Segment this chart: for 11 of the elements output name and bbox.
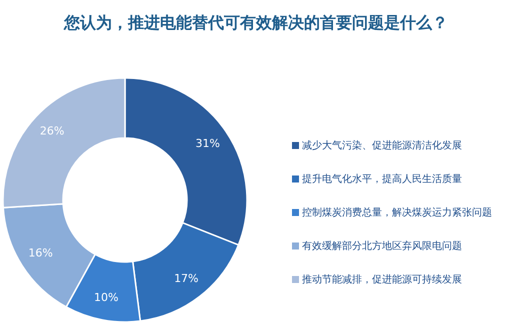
data-label: 26% [40,124,64,138]
data-label: 16% [28,246,53,260]
chart-title: 您认为，推进电能替代可有效解决的首要问题是什么？ [63,13,448,32]
legend-label: 减少大气污染、促进能源清洁化发展 [302,140,462,152]
legend-label: 控制煤炭消费总量，解决煤炭运力紧张问题 [302,206,492,219]
data-label: 17% [174,272,199,286]
data-label: 31% [195,136,220,150]
legend-label: 推动节能减排，促进能源可持续发展 [302,274,462,286]
legend-label: 提升电气化水平，提高人民生活质量 [302,173,462,186]
legend-label: 有效缓解部分北方地区弃风限电问题 [302,240,462,252]
data-label: 10% [94,291,118,304]
